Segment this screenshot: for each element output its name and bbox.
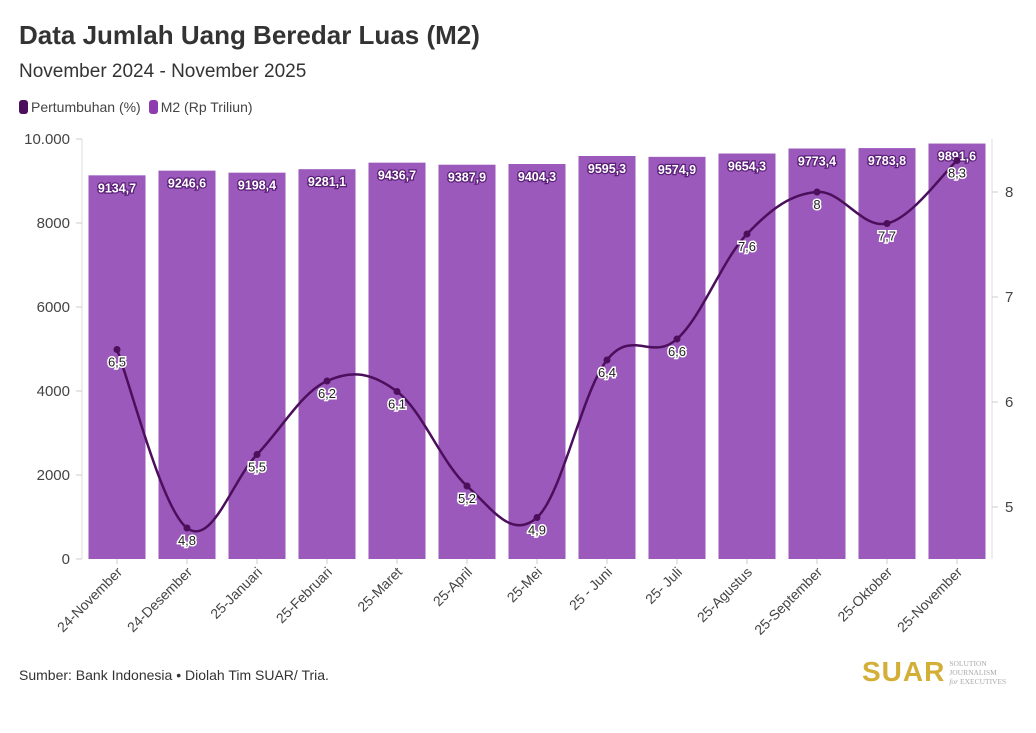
x-tick-label: 24-Desember [124,564,196,636]
growth-point [813,188,821,196]
bar-value-label: 9654,3 [728,160,766,174]
bar [718,153,776,559]
bar-value-label: 9891,6 [938,150,976,164]
bar [508,164,566,559]
left-tick-label: 8000 [37,215,70,232]
growth-value-label: 7,7 [878,229,896,244]
chart-title: Data Jumlah Uang Beredar Luas (M2) [19,20,480,50]
x-tick-label: 25-November [894,564,966,636]
bar [158,170,216,559]
growth-point [743,230,751,238]
bar [228,172,286,559]
bar-value-label: 9404,3 [518,170,556,184]
bar [438,164,496,560]
bar [298,169,356,560]
x-tick-label: 24-November [54,564,126,636]
growth-value-label: 4,9 [528,523,546,538]
bar [788,148,846,559]
bar-value-label: 9783,8 [868,154,906,168]
x-tick-label: 25-Februari [273,564,335,626]
growth-point [113,346,121,353]
growth-point [603,356,611,364]
bar-value-label: 9281,1 [308,175,346,189]
growth-point [183,524,191,532]
x-tick-label: 25-Oktober [834,564,895,625]
bar-value-label: 9574,9 [658,163,696,177]
bar-value-label: 9595,3 [588,162,626,176]
bar-value-label: 9198,4 [238,179,276,193]
right-tick-label: 5 [1005,499,1013,516]
bar [368,162,426,559]
growth-point [673,335,681,343]
right-tick-label: 7 [1005,289,1013,306]
left-tick-label: 2000 [37,467,70,484]
growth-value-label: 5,2 [458,491,476,506]
growth-line [115,159,958,533]
bar-value-label: 9134,7 [98,181,136,195]
growth-value-label: 5,5 [248,460,266,475]
x-tick-label: 25-April [430,564,475,609]
bar-value-label: 9387,9 [448,171,486,185]
growth-point [393,388,401,395]
growth-point [463,482,471,490]
x-tick-label: 25-Januari [207,564,265,622]
x-tick-label: 25 - Juni [566,564,615,613]
growth-value-label: 4,8 [178,533,196,548]
bar [88,175,146,560]
bar-value-label: 9773,4 [798,155,836,169]
chart-subtitle: November 2024 - November 2025 [19,61,307,82]
growth-value-label: 8 [813,197,820,212]
growth-value-label: 6,2 [318,386,336,401]
growth-value-label: 6,1 [388,397,406,412]
left-tick-label: 10.000 [24,131,70,148]
growth-point [323,377,331,385]
right-tick-label: 6 [1005,394,1013,411]
bar [858,148,916,560]
growth-value-label: 6,4 [598,365,616,380]
growth-point [883,220,891,227]
legend-label: M2 (Rp Triliun) [160,99,253,115]
left-tick-label: 4000 [37,383,70,400]
left-tick-label: 6000 [37,299,70,316]
growth-value-label: 6,5 [108,355,126,370]
bar-value-label: 9436,7 [378,169,416,183]
right-tick-label: 8 [1005,184,1013,201]
suar-logo: SUAR SOLUTION JOURNALISM for EXECUTIVES [862,656,1007,687]
growth-point [533,514,541,521]
bar [928,143,986,559]
x-tick-label: 25-September [751,564,825,638]
growth-point [253,451,261,458]
growth-value-label: 6,6 [668,344,686,359]
legend-label: Pertumbuhan (%) [31,99,141,115]
bar [648,156,706,560]
x-tick-label: 25- Juli [642,564,685,607]
bar-value-label: 9246,6 [168,177,206,191]
growth-point [953,157,961,164]
growth-value-label: 8,3 [948,166,966,181]
x-tick-label: 25-Maret [354,564,405,615]
legend-item-growth[interactable]: Pertumbuhan (%) [19,99,141,115]
legend-swatch [148,100,158,114]
growth-value-label: 7,6 [738,239,756,254]
source-note: Sumber: Bank Indonesia • Diolah Tim SUAR… [19,667,329,683]
x-tick-label: 25-Agustus [694,564,755,625]
legend: Pertumbuhan (%) M2 (Rp Triliun) [19,99,253,115]
legend-item-m2[interactable]: M2 (Rp Triliun) [148,99,253,115]
legend-swatch [19,100,28,114]
x-tick-label: 25-Mei [504,564,546,606]
left-tick-label: 0 [62,551,70,568]
